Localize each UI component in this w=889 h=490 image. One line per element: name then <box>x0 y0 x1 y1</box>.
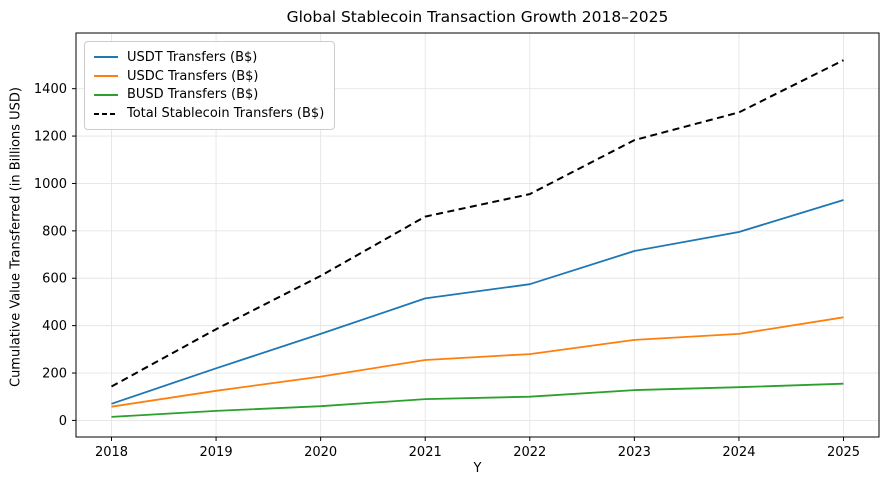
y-tick-label: 0 <box>59 414 67 429</box>
x-tick-label: 2022 <box>513 445 546 460</box>
series-line <box>111 59 844 388</box>
series-line <box>111 382 844 418</box>
x-tick-label: 2023 <box>618 445 651 460</box>
x-tick-label: 2024 <box>722 445 755 460</box>
x-tick-label: 2021 <box>409 445 442 460</box>
y-tick-label: 1400 <box>34 82 67 97</box>
legend-line-sample <box>94 75 118 78</box>
x-tick-label: 2019 <box>200 445 233 460</box>
legend-item: USDT Transfers (B$) <box>93 48 324 67</box>
legend-item: USDC Transfers (B$) <box>93 67 324 86</box>
legend-label: USDT Transfers (B$) <box>127 49 258 65</box>
y-tick-label: 600 <box>42 272 67 287</box>
x-tick-label: 2018 <box>95 445 128 460</box>
legend-item: BUSD Transfers (B$) <box>93 86 324 105</box>
series-line <box>111 316 844 408</box>
legend-label: BUSD Transfers (B$) <box>127 87 259 103</box>
y-tick-label: 800 <box>42 224 67 239</box>
legend-item: Total Stablecoin Transfers (B$) <box>93 104 324 123</box>
x-tick-label: 2025 <box>827 445 860 460</box>
legend-label: USDC Transfers (B$) <box>127 68 259 84</box>
y-tick-label: 1000 <box>34 177 67 192</box>
legend-line-sample <box>94 56 118 59</box>
x-tick-label: 2020 <box>304 445 337 460</box>
y-tick-label: 200 <box>42 367 67 382</box>
legend-label: Total Stablecoin Transfers (B$) <box>127 106 325 122</box>
legend-line-sample <box>94 93 118 96</box>
axes-spines <box>75 32 880 438</box>
y-tick-label: 400 <box>42 319 67 334</box>
y-tick-label: 1200 <box>34 130 67 145</box>
legend: USDT Transfers (B$) USDC Transfers (B$) BU… <box>84 41 336 130</box>
x-axis-label: Y <box>473 461 482 476</box>
chart-title: Global Stablecoin Transaction Growth 201… <box>286 8 669 26</box>
legend-line-sample <box>94 112 118 115</box>
series-line <box>111 199 844 405</box>
